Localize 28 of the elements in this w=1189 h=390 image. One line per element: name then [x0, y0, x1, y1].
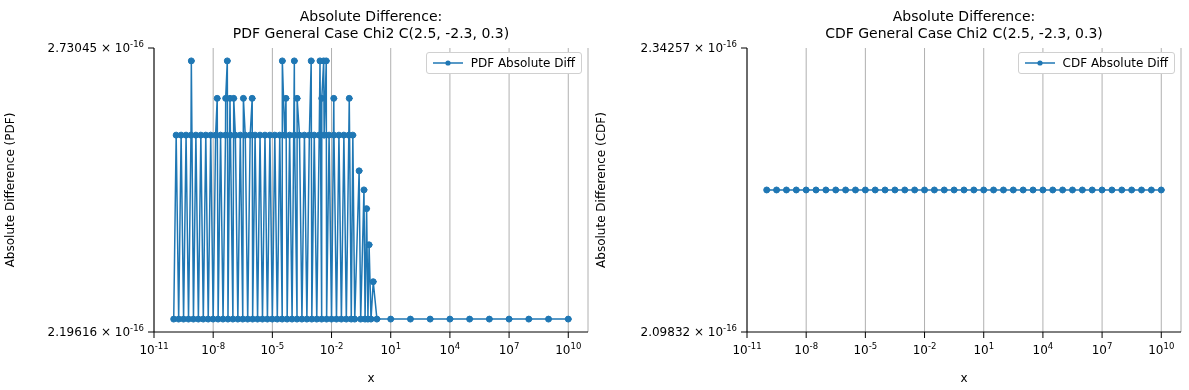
- x-tick-label: 10$^{-11}$: [139, 341, 169, 357]
- chart-title: Absolute Difference: CDF General Case Chi2 C(2.5, -2.3, 0.3): [824, 8, 1104, 42]
- x-axis-title: x: [960, 371, 968, 385]
- y-axis-title: Absolute Difference (PDF): [3, 112, 18, 268]
- legend-label: PDF Absolute Diff: [470, 56, 575, 70]
- x-tick-label: 10$^{1}$: [973, 341, 995, 357]
- legend-label: CDF Absolute Diff: [1062, 56, 1168, 70]
- x-tick-label: 10$^{10}$: [555, 341, 582, 357]
- y-tick-label: 2.19616 × 10$^{-16}$: [47, 323, 144, 339]
- y-tick-label: 2.73045 × 10$^{-16}$: [47, 39, 144, 55]
- x-tick-label: 10$^{-8}$: [201, 341, 226, 357]
- x-axis-title: x: [367, 371, 375, 385]
- chart-title: Absolute Difference: PDF General Case Chi2 C(2.5, -2.3, 0.3): [231, 8, 511, 42]
- x-tick-label: 10$^{10}$: [1148, 341, 1175, 357]
- y-tick-label: 2.34257 × 10$^{-16}$: [640, 39, 737, 55]
- y-tick-label: 2.09832 × 10$^{-16}$: [640, 323, 737, 339]
- x-tick-label: 10$^{7}$: [1091, 341, 1113, 357]
- x-tick-label: 10$^{-11}$: [732, 341, 762, 357]
- x-tick-label: 10$^{-5}$: [853, 341, 878, 357]
- x-tick-label: 10$^{-2}$: [912, 341, 937, 357]
- x-tick-label: 10$^{-2}$: [319, 341, 344, 357]
- x-tick-label: 10$^{1}$: [380, 341, 402, 357]
- x-tick-label: 10$^{4}$: [1032, 341, 1054, 357]
- x-tick-label: 10$^{-5}$: [260, 341, 285, 357]
- y-axis-title: Absolute Difference (CDF): [594, 112, 609, 268]
- x-tick-label: 10$^{7}$: [498, 341, 520, 357]
- x-tick-label: 10$^{4}$: [439, 341, 461, 357]
- x-tick-label: 10$^{-8}$: [794, 341, 819, 357]
